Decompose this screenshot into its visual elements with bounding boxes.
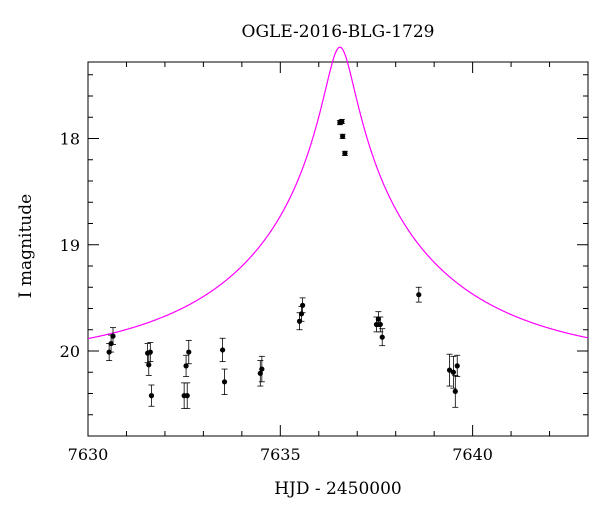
data-point [452, 388, 458, 394]
data-point [186, 349, 192, 355]
data-point [342, 150, 348, 156]
data-point [220, 347, 226, 353]
x-tick-label: 7640 [452, 445, 493, 464]
x-tick-label: 7630 [68, 445, 109, 464]
y-tick-label: 19 [60, 236, 80, 255]
data-point [110, 333, 116, 339]
y-axis-label: I magnitude [16, 193, 36, 299]
data-point [183, 363, 189, 369]
data-point [379, 334, 385, 340]
x-axis-label: HJD - 2450000 [274, 479, 402, 499]
data-point [450, 369, 456, 375]
data-point [339, 118, 345, 125]
data-point [221, 379, 228, 385]
data-point [377, 321, 383, 328]
data-point [375, 316, 381, 322]
chart-title: OGLE-2016-BLG-1729 [241, 22, 435, 42]
plot-frame [87, 61, 589, 437]
data-point [146, 362, 152, 368]
data-point [416, 292, 422, 298]
y-tick-label: 20 [60, 342, 80, 361]
data-point [298, 311, 305, 317]
data-point [147, 349, 153, 355]
data-point [259, 366, 265, 372]
model-curve [87, 46, 589, 340]
data-point [184, 393, 190, 399]
data-point [300, 302, 306, 308]
data-point [454, 363, 460, 369]
data-point [373, 321, 380, 328]
x-tick-label: 7635 [260, 445, 301, 464]
data-point [148, 393, 155, 399]
data-point [446, 367, 453, 373]
y-tick-label: 18 [60, 130, 80, 149]
data-point [340, 133, 346, 139]
